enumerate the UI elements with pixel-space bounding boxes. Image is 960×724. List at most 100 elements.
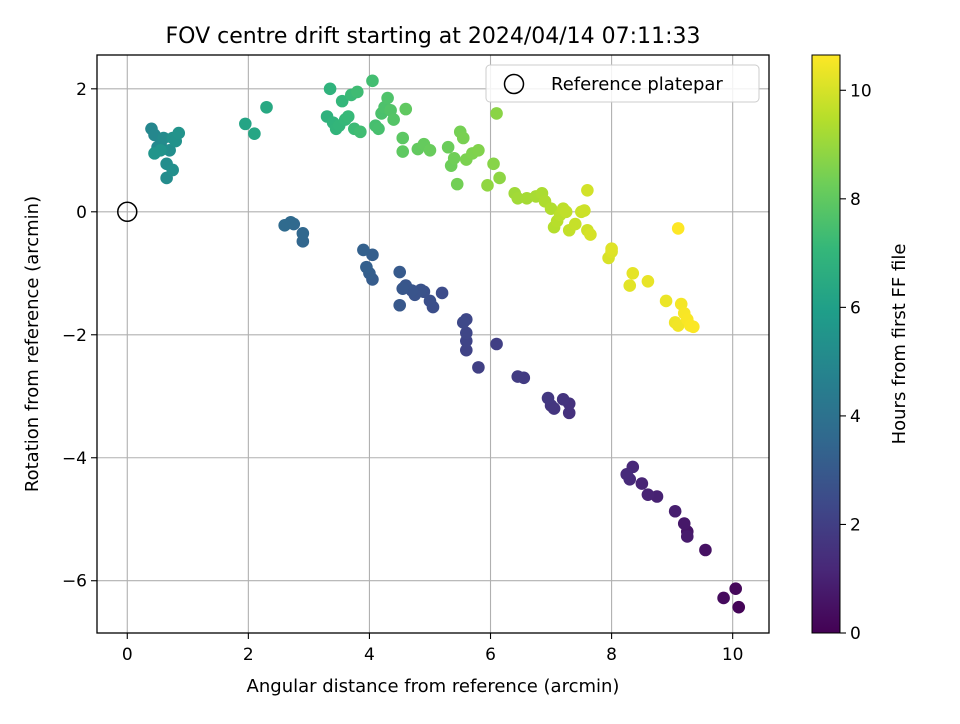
y-axis-ticks: 2 0 −2 −4 −6 [62,80,97,592]
data-point [351,85,364,99]
legend-entry-reference-platepar: Reference platepar [551,74,723,95]
data-point [687,320,700,334]
legend-box [485,64,760,103]
x-tick-label: 0 [122,645,133,665]
data-point [172,126,186,140]
data-point [562,406,576,420]
data-point [472,361,485,374]
data-point [623,279,637,292]
data-point [396,145,410,158]
data-point [296,227,310,240]
data-point [511,370,525,383]
data-point [423,144,437,157]
colorbar-tick-label: 0 [850,624,861,644]
data-point [729,582,743,596]
data-point [490,107,503,120]
data-point [157,131,170,145]
data-point [459,326,473,340]
data-point [659,294,673,308]
data-point [620,468,634,481]
data-point [357,243,370,257]
data-point [335,94,349,108]
data-point [239,117,252,131]
data-point [581,183,594,197]
data-point [544,202,558,216]
data-point [605,242,618,255]
data-point [399,102,413,116]
data-point [641,488,655,501]
data-point [423,294,437,308]
data-points [145,74,746,614]
data-point [248,127,261,141]
data-point [578,204,591,217]
colorbar-tick-label: 6 [850,298,861,318]
data-point [166,163,179,177]
data-point [493,171,506,185]
reference-marker [117,201,138,223]
x-tick-label: 8 [606,645,617,665]
data-point [366,74,379,88]
x-tick-label: 2 [243,645,254,665]
reference-platepar-point [117,201,138,223]
data-point [360,260,373,274]
colorbar-tick-label: 8 [850,190,861,210]
data-point [381,91,394,105]
colorbar-ticks: 0 2 4 6 8 10 [840,81,872,644]
x-tick-label: 10 [722,645,744,665]
data-point [680,530,694,543]
data-point [260,100,273,114]
data-point [450,177,464,191]
data-point [541,391,555,405]
y-tick-label: 0 [76,203,87,223]
y-axis-label: Rotation from reference (arcmin) [22,196,43,492]
colorbar [811,54,841,634]
data-point [447,152,461,165]
data-point [372,122,385,136]
data-point [626,266,640,280]
data-point [278,219,291,232]
data-point [671,222,685,235]
x-axis-ticks: 0 2 4 6 8 10 [122,633,744,665]
plot-frame [96,54,770,634]
data-point [699,543,712,557]
x-axis-label: Angular distance from reference (arcmin) [247,676,620,697]
data-point [487,157,500,171]
data-point [393,298,407,312]
data-point [668,504,682,518]
data-point [677,517,691,530]
legend: Reference platepar [485,64,760,103]
data-point [435,286,449,300]
colorbar-tick-label: 10 [850,81,872,101]
data-point [441,140,455,154]
y-tick-label: −4 [62,449,87,469]
data-point [568,217,582,231]
data-point [396,131,410,145]
data-point [387,113,400,126]
y-tick-label: −2 [62,326,87,346]
data-point [556,393,570,406]
data-point [717,591,730,605]
data-point [584,228,597,241]
colorbar-tick-label: 4 [850,407,861,427]
colorbar-label: Hours from first FF file [889,244,910,445]
grid-lines [97,55,769,633]
data-point [490,337,503,351]
data-point [341,110,355,123]
data-point [635,477,649,490]
colorbar-tick-label: 2 [850,515,861,535]
data-point [393,265,407,279]
data-point [472,144,485,157]
data-point [456,131,470,145]
data-point [559,205,573,219]
y-tick-label: 2 [76,80,87,100]
data-point [323,82,337,96]
data-point [641,274,655,288]
data-point [459,343,473,357]
data-point [456,316,470,329]
y-tick-label: −6 [62,572,87,592]
data-point [732,600,746,614]
chart-title: FOV centre drift starting at 2024/04/14 … [166,24,701,49]
data-point [396,282,410,295]
data-point [163,144,176,157]
legend-marker-circle [503,73,525,95]
